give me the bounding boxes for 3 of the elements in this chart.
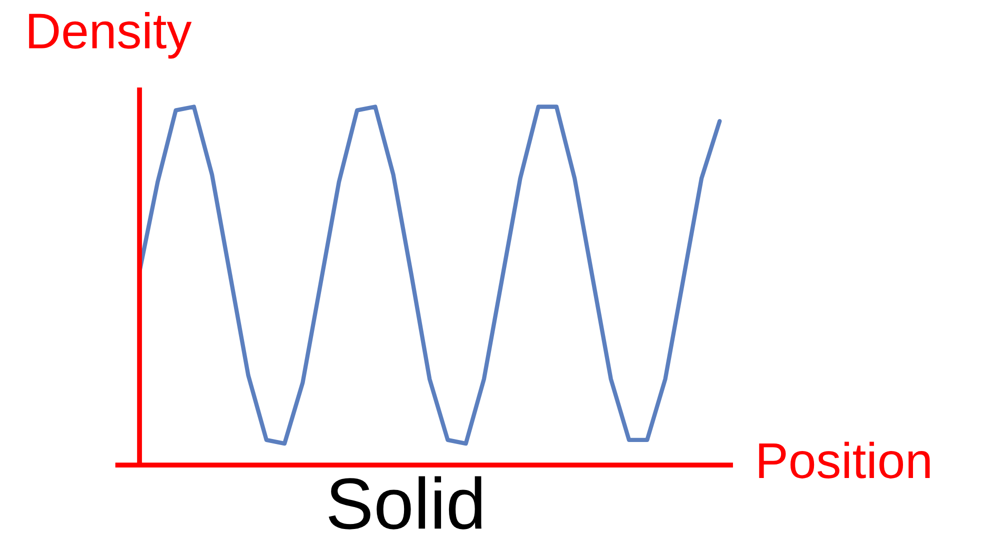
text: Solid <box>328 476 482 530</box>
x-axis-title: Position <box>759 442 930 478</box>
y-axis-title: Density <box>29 12 192 59</box>
